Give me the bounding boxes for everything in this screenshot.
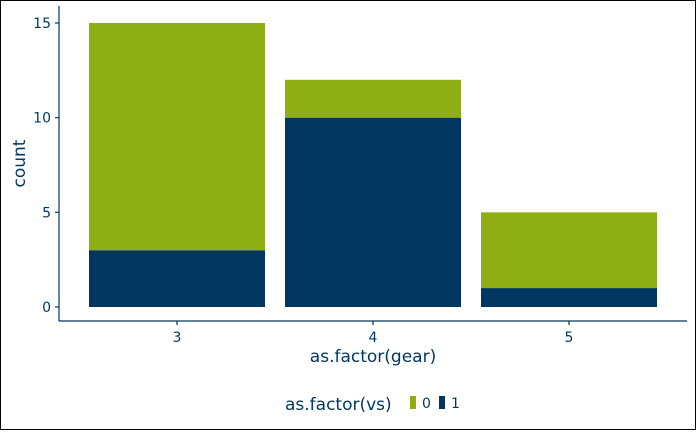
bar-gear-3-vs-0 <box>89 23 265 251</box>
bar-gear-4-vs-1 <box>285 117 461 308</box>
legend-label-1: 1 <box>451 396 460 412</box>
x-axis-title: as.factor(gear) <box>310 347 436 367</box>
legend-key-0 <box>410 396 416 409</box>
bar-gear-5-vs-1 <box>481 288 657 307</box>
legend-key-1 <box>439 396 445 409</box>
x-axis-ticks: 3 4 5 <box>173 321 574 346</box>
y-axis-title: count <box>10 139 30 187</box>
legend-label-0: 0 <box>422 396 431 412</box>
x-tick-label-3: 3 <box>173 330 182 346</box>
bars-layer <box>89 23 657 308</box>
bar-gear-4-vs-0 <box>285 79 461 118</box>
bar-gear-3-vs-1 <box>89 250 265 307</box>
x-tick-label-4: 4 <box>369 330 378 346</box>
y-tick-label-15: 15 <box>33 16 51 32</box>
legend-title: as.factor(vs) <box>285 395 392 415</box>
y-tick-label-10: 10 <box>33 111 51 127</box>
x-tick-label-5: 5 <box>565 330 574 346</box>
y-axis-ticks: 0 5 10 15 <box>33 16 59 316</box>
y-tick-label-5: 5 <box>42 205 51 221</box>
bar-gear-5-vs-0 <box>481 212 657 289</box>
y-tick-label-0: 0 <box>42 300 51 316</box>
